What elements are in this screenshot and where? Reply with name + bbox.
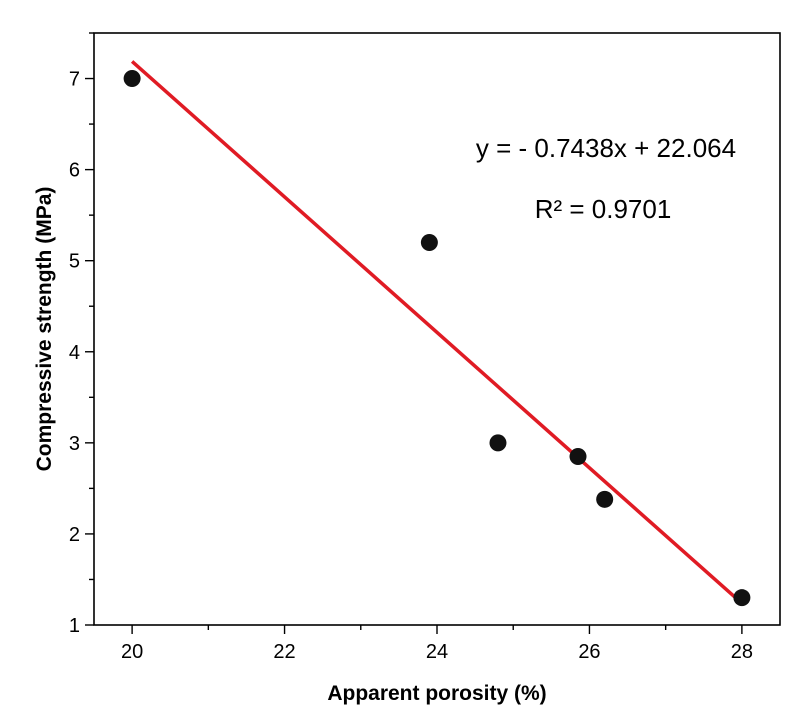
data-point [123,70,141,88]
y-axis-ticks: 1 2 3 4 5 6 7 [69,32,94,637]
data-point [733,589,751,607]
x-axis-ticks: 20 22 24 26 28 [121,625,753,663]
y-tick-label: 6 [69,160,80,182]
x-tick-label: 22 [273,641,295,663]
x-tick-label: 28 [731,641,753,663]
data-point [420,233,438,251]
y-axis-label: Compressive strength (MPa) [33,187,56,472]
y-tick-label: 2 [69,524,80,546]
y-tick-label: 7 [69,69,80,91]
data-point [569,448,587,466]
data-point [489,434,507,452]
x-tick-label: 20 [121,641,143,663]
data-point [596,490,614,508]
x-tick-label: 26 [578,641,600,663]
regression-line [130,60,744,605]
plot-frame [93,32,781,626]
data-points [123,70,751,607]
y-tick-label: 4 [69,342,80,364]
y-tick-label: 1 [69,615,80,637]
y-tick-label: 3 [69,433,80,455]
r-squared-annotation: R² = 0.9701 [535,194,672,224]
y-tick-label: 5 [69,251,80,273]
equation-annotation: y = - 0.7438x + 22.064 [476,133,736,163]
x-tick-label: 24 [426,641,448,663]
x-axis-label: Apparent porosity (%) [327,682,546,705]
